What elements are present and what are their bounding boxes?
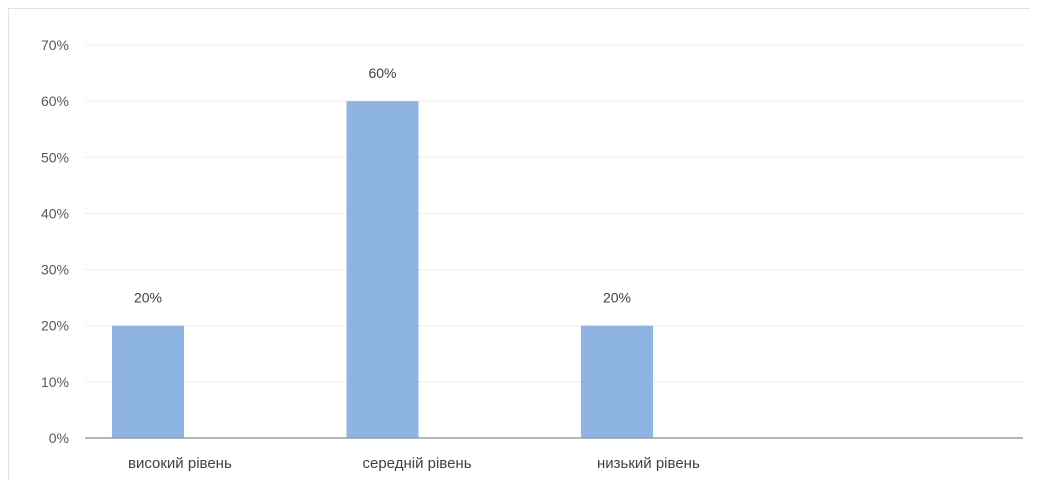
y-tick-label: 60% — [41, 93, 69, 109]
data-labels: 20% 60% 20% — [134, 65, 631, 306]
bar-chart: 0% 10% 20% 30% 40% 50% 60% 70% 20% 60% 20% високи… — [41, 37, 1023, 472]
x-category-label: середній рівень — [363, 455, 472, 472]
y-tick-label: 50% — [41, 149, 69, 165]
y-axis-ticks: 0% 10% 20% 30% 40% 50% 60% 70% — [41, 37, 69, 446]
x-category-label: низький рівень — [597, 455, 700, 472]
y-tick-label: 30% — [41, 262, 69, 278]
bars — [112, 101, 653, 439]
y-tick-label: 20% — [41, 318, 69, 334]
gridlines — [85, 44, 1023, 383]
bar — [581, 325, 653, 438]
chart-area: 0% 10% 20% 30% 40% 50% 60% 70% 20% 60% 20% високи… — [8, 8, 1030, 480]
y-tick-label: 10% — [41, 374, 69, 390]
bar — [112, 325, 184, 438]
bar — [346, 101, 419, 439]
data-label: 20% — [603, 290, 631, 306]
y-tick-label: 40% — [41, 205, 69, 221]
data-label: 60% — [368, 65, 396, 81]
x-axis-categories: високий рівень середній рівень низький рів… — [128, 455, 700, 472]
y-tick-label: 70% — [41, 37, 69, 53]
data-label: 20% — [134, 290, 162, 306]
y-tick-label: 0% — [49, 430, 69, 446]
x-category-label: високий рівень — [128, 455, 232, 472]
